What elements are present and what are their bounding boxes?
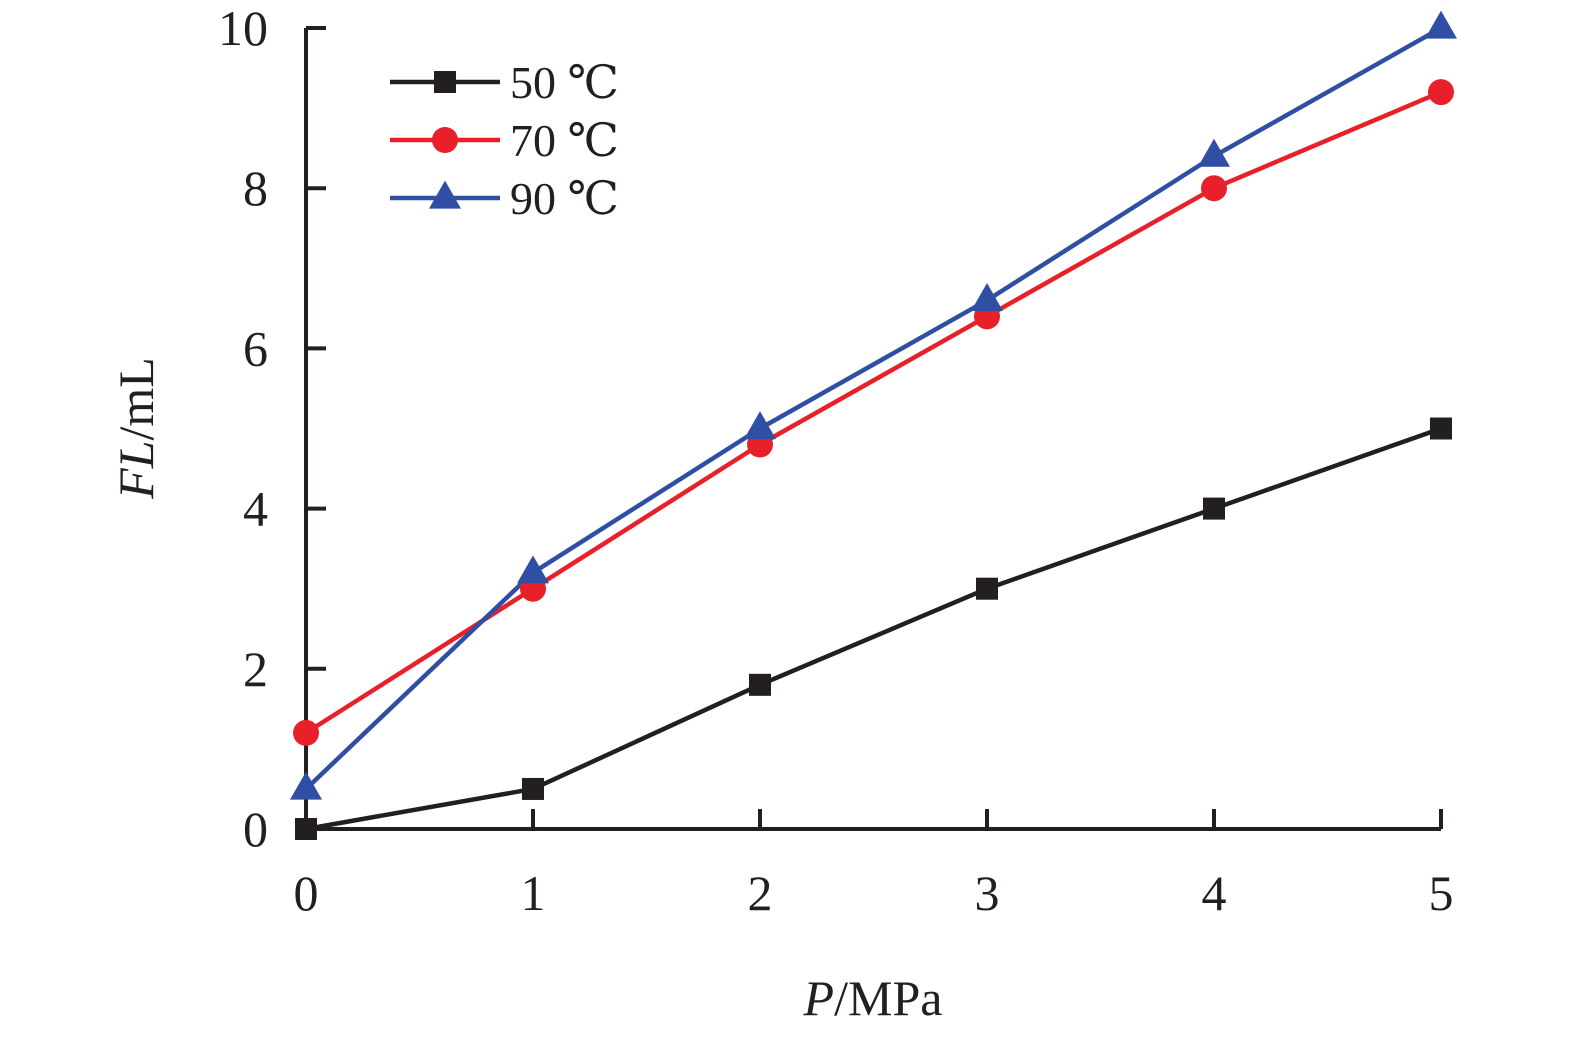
series-2-point-0: [290, 771, 322, 800]
x-tick-label-5: 5: [1429, 865, 1454, 921]
series-line-1: [304, 90, 1442, 735]
series-2-point-1: [517, 555, 549, 584]
series-1-point-5: [1428, 79, 1454, 106]
series-2-point-3: [971, 282, 1003, 311]
series-0-point-3: [976, 577, 998, 600]
axes: 0 2 4 6 8 10 0 1 2 3 4 5: [218, 0, 1454, 921]
y-tick-label-2: 2: [243, 641, 268, 697]
x-tick-label-1: 1: [521, 865, 546, 921]
legend-marker-2: [429, 180, 461, 209]
series-markers: [290, 10, 1457, 840]
x-axis-variable: P: [803, 970, 835, 1026]
series-line-0: [305, 426, 1442, 832]
legend-marker-0: [434, 71, 456, 93]
series-2-point-5: [1425, 10, 1457, 39]
y-tick-label-10: 10: [218, 0, 268, 56]
y-axis-title: FL/mL: [108, 357, 164, 500]
x-tick-label-4: 4: [1202, 865, 1227, 921]
y-tick-label-6: 6: [243, 320, 268, 376]
x-axis-unit: /MPa: [834, 970, 942, 1026]
y-tick-label-0: 0: [243, 801, 268, 857]
series-0-point-0: [295, 818, 317, 840]
series-1-point-4: [1201, 175, 1227, 202]
x-tick-label-2: 2: [748, 865, 773, 921]
series-line-2: [304, 26, 1443, 791]
y-axis-unit: /mL: [108, 357, 164, 440]
series-0-point-2: [749, 673, 771, 696]
y-tick-label-8: 8: [243, 160, 268, 216]
legend-label-2: 90 ℃: [510, 173, 619, 224]
y-axis-variable: FL: [108, 440, 164, 499]
series-0-point-4: [1203, 497, 1225, 520]
series-1-point-0: [293, 719, 319, 746]
series-2-point-4: [1198, 138, 1230, 167]
x-tick-label-3: 3: [975, 865, 1000, 921]
x-axis-title: P/MPa: [803, 970, 943, 1026]
series-0-point-1: [522, 777, 544, 800]
y-tick-label-4: 4: [243, 481, 268, 537]
legend: 50 ℃ 70 ℃ 90 ℃: [390, 57, 619, 224]
legend-label-0: 50 ℃: [510, 57, 619, 108]
series-lines: [304, 26, 1443, 832]
series-0-point-5: [1430, 417, 1452, 440]
legend-label-1: 70 ℃: [510, 115, 619, 166]
x-tick-label-0: 0: [294, 865, 319, 921]
legend-marker-1: [432, 127, 458, 153]
series-2-point-2: [744, 411, 776, 440]
